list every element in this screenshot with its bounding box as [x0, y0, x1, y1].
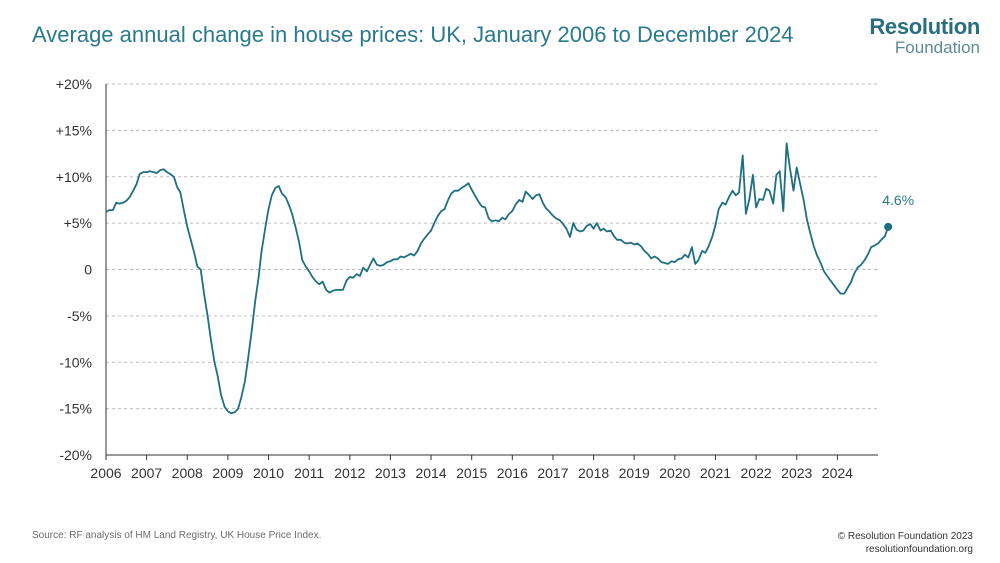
x-tick-label: 2017: [537, 465, 568, 481]
y-tick-label: -15%: [59, 401, 92, 417]
resolution-foundation-logo: Resolution Foundation: [869, 14, 980, 57]
x-tick-label: 2022: [741, 465, 772, 481]
x-tick-label: 2019: [619, 465, 650, 481]
series-end-label: 4.6%: [882, 192, 914, 208]
x-tick-label: 2011: [294, 465, 324, 481]
x-tick-label: 2009: [212, 465, 243, 481]
chart-title: Average annual change in house prices: U…: [32, 22, 794, 47]
x-tick-label: 2015: [456, 465, 487, 481]
x-tick-label: 2013: [375, 465, 406, 481]
x-tick-label: 2008: [172, 465, 203, 481]
y-tick-label: -10%: [59, 354, 92, 370]
x-tick-label: 2006: [90, 465, 121, 481]
series-line-house-price-change: [105, 142, 890, 415]
logo-wordmark-bottom: Foundation: [894, 38, 980, 57]
y-tick-label: 0: [84, 262, 92, 278]
y-tick-label: -5%: [67, 308, 92, 324]
y-axis-ticks: +20% +15% +10% +5% 0 -5% -10% -15% -20%: [56, 76, 92, 463]
y-tick-label: +20%: [56, 76, 92, 92]
y-tick-label: +15%: [56, 122, 92, 138]
series-end-marker: [884, 222, 893, 231]
gridlines: [106, 83, 878, 410]
website-text: resolutionfoundation.org: [865, 544, 973, 555]
logo-wordmark-top: Resolution: [869, 14, 980, 39]
x-tick-label: 2007: [131, 465, 162, 481]
x-tick-label: 2012: [334, 465, 365, 481]
y-tick-label: +10%: [56, 169, 92, 185]
x-axis-ticks: 2006 2007 2008 2009 2010 2011 2012 2013 2014 2015…: [90, 455, 853, 481]
x-tick-label: 2020: [659, 465, 690, 481]
x-tick-label: 2010: [253, 465, 284, 481]
x-tick-label: 2021: [700, 465, 731, 481]
y-tick-label: +5%: [64, 215, 92, 231]
x-tick-label: 2024: [822, 465, 853, 481]
x-tick-label: 2016: [497, 465, 528, 481]
copyright-text: © Resolution Foundation 2023: [837, 531, 973, 542]
x-tick-label: 2023: [781, 465, 812, 481]
x-tick-label: 2014: [415, 465, 446, 481]
y-tick-label: -20%: [59, 447, 92, 463]
x-tick-label: 2018: [578, 465, 609, 481]
source-note: Source: RF analysis of HM Land Registry,…: [32, 530, 322, 541]
copyright-block: © Resolution Foundation 2023 resolutionf…: [838, 530, 973, 556]
